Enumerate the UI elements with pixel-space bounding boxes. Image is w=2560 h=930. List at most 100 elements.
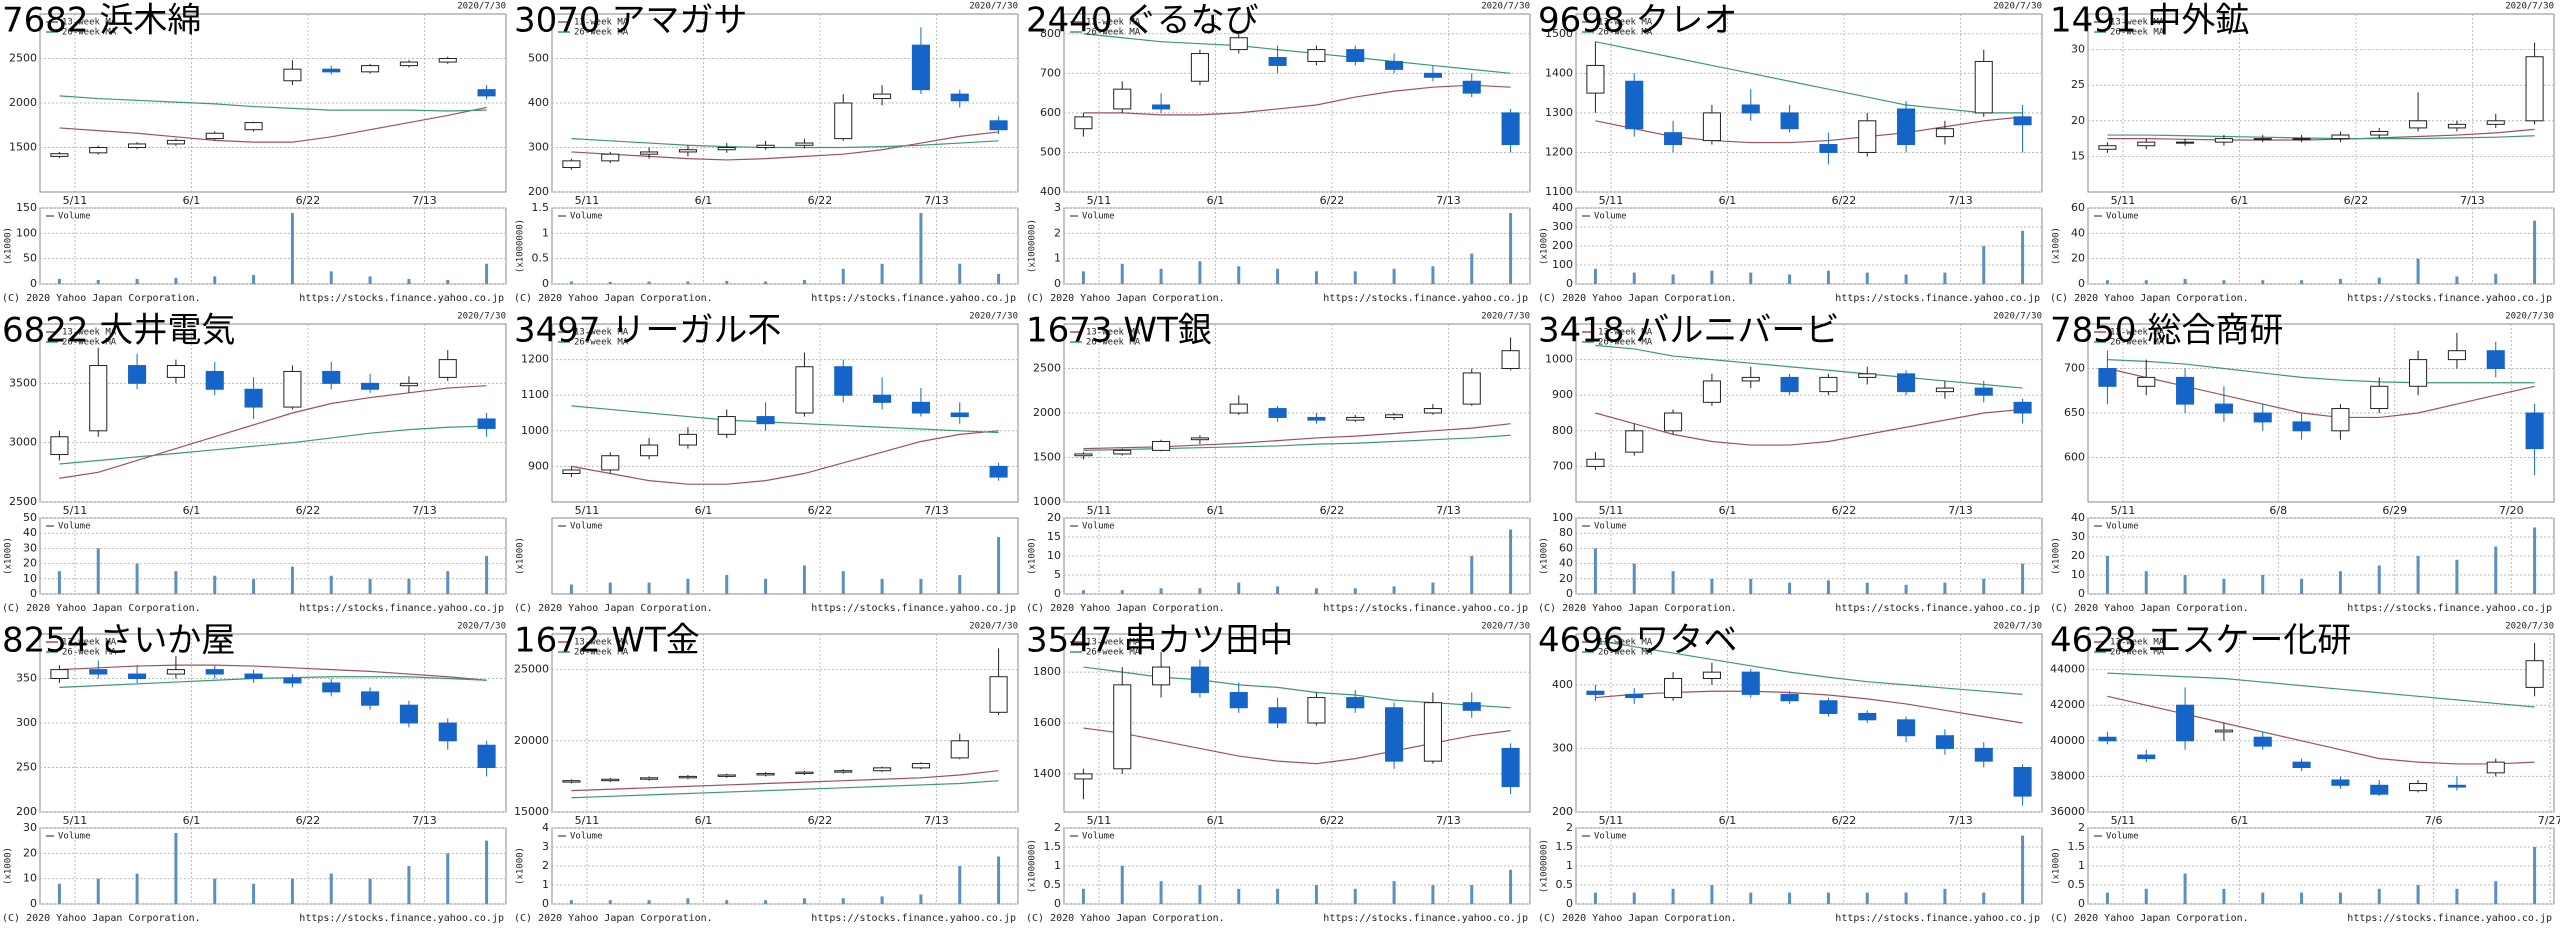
- x-tick-label: 6/1: [695, 504, 713, 517]
- footer-copyright: (C) 2020 Yahoo Japan Corporation.: [514, 293, 713, 304]
- volume-bar: [802, 279, 806, 284]
- candle-body: [1780, 376, 1799, 393]
- volume-bar: [1982, 892, 1986, 904]
- volume-bar: [2105, 280, 2109, 284]
- candle-body: [601, 455, 620, 471]
- volume-bar: [1198, 588, 1202, 594]
- volume-bar: [174, 833, 178, 904]
- chart-date: 2020/7/30: [1481, 2, 1530, 12]
- footer-copyright: (C) 2020 Yahoo Japan Corporation.: [2050, 603, 2249, 614]
- volume-bar: [958, 263, 962, 284]
- y-tick-label: 400: [1552, 678, 1573, 691]
- volume-bar: [1159, 881, 1163, 904]
- volume-bar: [57, 278, 61, 284]
- volume-tick-label: 0: [1054, 897, 1061, 910]
- volume-legend: Volume: [58, 212, 91, 222]
- candle-body: [950, 412, 969, 418]
- chart-date: 2020/7/30: [969, 312, 1018, 322]
- chart-date: 2020/7/30: [1481, 622, 1530, 632]
- candle-body: [989, 676, 1008, 713]
- volume-bar: [1865, 582, 1869, 594]
- y-tick-label: 1600: [1033, 716, 1061, 729]
- y-tick-label: 36000: [2050, 805, 2085, 818]
- chart-title: 9698 クレオ: [1538, 1, 1737, 41]
- volume-tick-label: 100: [1552, 258, 1573, 271]
- candle-body: [2292, 761, 2311, 768]
- candle-body: [283, 68, 302, 82]
- volume-bar: [1826, 270, 1830, 284]
- volume-bar: [2261, 280, 2265, 284]
- x-tick-label: 7/13: [1948, 194, 1973, 207]
- volume-bar: [1632, 892, 1636, 904]
- volume-bar: [2105, 892, 2109, 904]
- y-tick-label: 2000: [1033, 406, 1061, 419]
- chart-title: 3070 アマガサ: [514, 1, 747, 41]
- legend-label: 13-week MA: [62, 328, 117, 338]
- candle-body: [50, 669, 69, 679]
- volume-legend: Volume: [570, 832, 603, 842]
- candle-body: [1819, 376, 1838, 393]
- x-tick-label: 6/1: [695, 194, 713, 207]
- candle-body: [2253, 736, 2272, 747]
- volume-bar: [1904, 274, 1908, 284]
- y-tick-label: 30: [2071, 43, 2085, 56]
- volume-bar: [1671, 888, 1675, 904]
- candle-body: [128, 673, 147, 679]
- volume-bar: [446, 571, 450, 594]
- x-tick-label: 6/22: [296, 194, 321, 207]
- candle-body: [1385, 60, 1404, 70]
- candle-body: [128, 365, 147, 384]
- volume-legend: Volume: [1594, 522, 1627, 532]
- volume-bar: [1431, 266, 1435, 284]
- candle-body: [1935, 735, 1954, 749]
- volume-tick-label: 0: [1566, 277, 1573, 290]
- footer-copyright: (C) 2020 Yahoo Japan Corporation.: [2, 603, 201, 614]
- legend-label: 13-week MA: [2110, 638, 2165, 648]
- volume-bar: [1671, 274, 1675, 284]
- x-tick-label: 7/13: [1436, 814, 1461, 827]
- candle-body: [1664, 412, 1683, 432]
- y-tick-label: 900: [1552, 388, 1573, 401]
- volume-bar: [1120, 866, 1124, 904]
- price-frame: [1575, 13, 2043, 193]
- candle-body: [89, 365, 108, 432]
- candle-body: [873, 93, 892, 100]
- footer-source: https://stocks.finance.yahoo.co.jp: [1835, 603, 2040, 614]
- candle-body: [322, 682, 341, 693]
- candle-body: [438, 359, 457, 378]
- volume-bar: [1509, 869, 1513, 904]
- volume-tick-label: 0: [2078, 897, 2085, 910]
- y-tick-label: 250: [16, 761, 37, 774]
- volume-bar: [252, 883, 256, 904]
- volume-unit: (x1000): [1028, 537, 1038, 575]
- volume-bar: [2377, 565, 2381, 594]
- candle-body: [1229, 403, 1248, 414]
- volume-bar: [2338, 892, 2342, 904]
- candle-body: [640, 151, 659, 155]
- y-tick-label: 800: [1552, 424, 1573, 437]
- y-tick-label: 400: [1040, 185, 1061, 198]
- candle-body: [1702, 671, 1721, 680]
- volume-tick-label: 30: [23, 821, 37, 834]
- moving-average: [571, 770, 999, 792]
- volume-bar: [485, 263, 489, 284]
- volume-legend: Volume: [1594, 212, 1627, 222]
- legend-label: 13-week MA: [1086, 18, 1141, 28]
- y-tick-label: 300: [16, 716, 37, 729]
- volume-bar: [1081, 590, 1085, 594]
- volume-bar: [2455, 559, 2459, 594]
- volume-tick-label: 1.5: [1556, 840, 1574, 853]
- volume-bar: [2021, 563, 2025, 594]
- volume-tick-label: 10: [23, 572, 37, 585]
- volume-bar: [686, 281, 690, 284]
- y-tick-label: 600: [2064, 451, 2085, 464]
- chart-date: 2020/7/30: [1481, 312, 1530, 322]
- candle-body: [2137, 376, 2156, 387]
- footer-source: https://stocks.finance.yahoo.co.jp: [1323, 913, 1528, 924]
- volume-bar: [958, 866, 962, 904]
- footer-source: https://stocks.finance.yahoo.co.jp: [1835, 293, 2040, 304]
- volume-bar: [213, 878, 217, 904]
- volume-bar: [2105, 556, 2109, 594]
- legend-label: 13-week MA: [1086, 638, 1141, 648]
- volume-bar: [57, 883, 61, 904]
